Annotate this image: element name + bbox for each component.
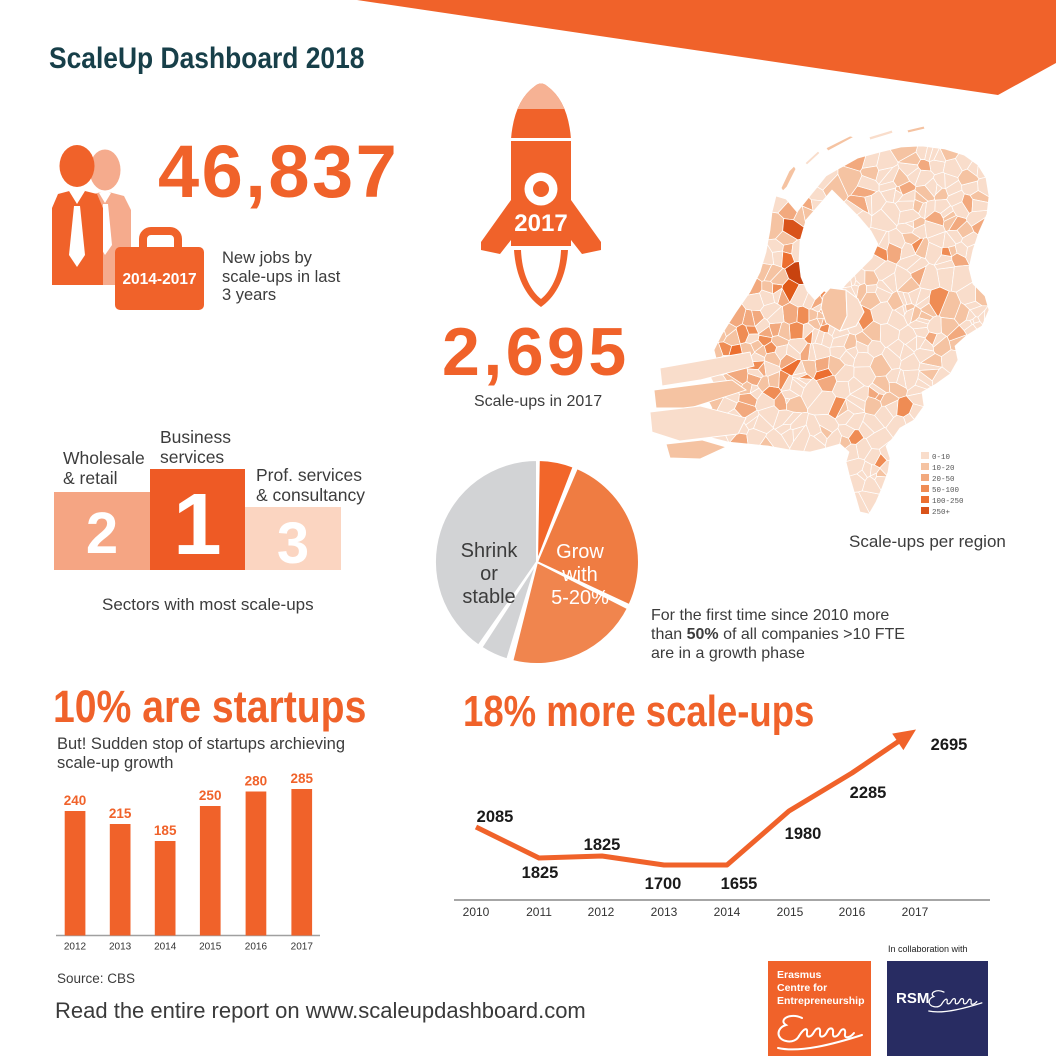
svg-text:2016: 2016 [245, 942, 268, 953]
svg-text:2013: 2013 [651, 905, 678, 919]
svg-text:2695: 2695 [931, 736, 968, 754]
svg-text:1655: 1655 [721, 875, 758, 893]
svg-text:2015: 2015 [199, 942, 222, 953]
svg-text:2016: 2016 [839, 905, 866, 919]
svg-text:2011: 2011 [526, 905, 552, 919]
svg-text:2014: 2014 [714, 905, 741, 919]
svg-text:185: 185 [154, 823, 177, 838]
svg-text:2015: 2015 [777, 905, 804, 919]
svg-text:2017: 2017 [514, 210, 567, 237]
svg-text:1825: 1825 [584, 836, 621, 854]
svg-text:215: 215 [109, 806, 132, 821]
svg-text:1980: 1980 [785, 825, 822, 843]
svg-text:2085: 2085 [477, 808, 514, 826]
svg-text:240: 240 [64, 793, 87, 808]
svg-text:2017: 2017 [291, 942, 314, 953]
svg-text:2012: 2012 [588, 905, 615, 919]
svg-text:285: 285 [291, 771, 314, 786]
svg-text:2012: 2012 [64, 942, 87, 953]
svg-text:2017: 2017 [902, 905, 929, 919]
svg-text:2285: 2285 [850, 784, 887, 802]
svg-text:2010: 2010 [463, 905, 490, 919]
svg-text:280: 280 [245, 774, 268, 789]
svg-text:1825: 1825 [522, 864, 559, 882]
svg-text:250: 250 [199, 788, 222, 803]
svg-text:1700: 1700 [645, 875, 682, 893]
svg-text:2014-2017: 2014-2017 [122, 271, 196, 288]
svg-text:2013: 2013 [109, 942, 132, 953]
svg-text:2014: 2014 [154, 942, 177, 953]
